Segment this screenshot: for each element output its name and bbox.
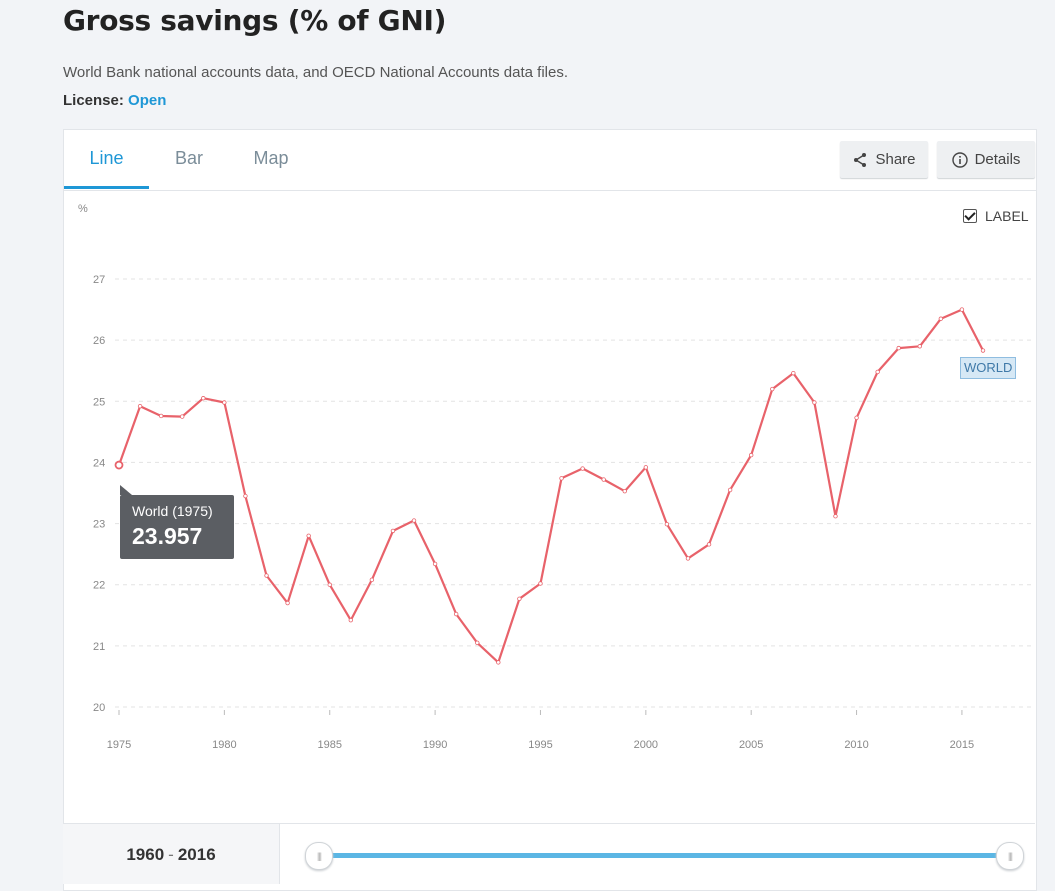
data-point: [222, 400, 227, 405]
data-tooltip: World (1975) 23.957: [120, 485, 234, 559]
data-point: [517, 596, 522, 601]
chart-tabs: Line Bar Map Share Details: [64, 130, 1036, 191]
data-point: [896, 345, 901, 351]
data-point: [748, 452, 754, 458]
data-point: [243, 493, 248, 499]
data-point: [180, 414, 185, 419]
data-point: [475, 640, 480, 645]
x-tick-label: 2015: [950, 739, 974, 751]
y-tick-label: 24: [93, 457, 105, 469]
data-point: [285, 600, 290, 606]
data-point: [390, 528, 396, 534]
x-tick-label: 2000: [634, 739, 658, 751]
share-icon: [852, 152, 868, 168]
data-point: [264, 573, 269, 578]
label-toggle-text: LABEL: [985, 208, 1029, 224]
data-point: [833, 514, 838, 519]
data-point: [411, 518, 417, 523]
range-slider-track[interactable]: [319, 853, 1009, 858]
data-point: [770, 386, 775, 392]
y-tick-label: 20: [93, 702, 105, 714]
y-tick-label: 21: [93, 641, 105, 653]
series-label-world[interactable]: WORLD: [960, 357, 1017, 379]
data-point: [980, 348, 986, 353]
data-point: [559, 476, 564, 481]
data-point: [812, 400, 817, 405]
range-footer: 1960-2016 ||| |||: [63, 823, 1035, 884]
x-tick-label: 1990: [423, 739, 447, 751]
y-tick-label: 25: [93, 396, 105, 408]
page-title: Gross savings (% of GNI): [63, 4, 447, 37]
data-point: [348, 617, 354, 623]
data-point: [685, 556, 691, 561]
x-tick-label: 2005: [739, 739, 763, 751]
share-label: Share: [875, 151, 916, 168]
y-tick-label: 26: [93, 335, 105, 347]
series-line-world: [117, 308, 984, 664]
label-checkbox[interactable]: [963, 209, 977, 223]
y-axis-label: %: [78, 203, 88, 215]
data-point: [917, 344, 922, 349]
data-point: [706, 542, 712, 547]
highlighted-data-point: [114, 460, 124, 470]
info-icon: [951, 151, 968, 168]
data-point: [201, 396, 206, 401]
x-tick-label: 1985: [317, 739, 341, 751]
data-point: [432, 561, 438, 567]
data-point: [158, 413, 164, 419]
details-button[interactable]: Details: [937, 141, 1035, 178]
range-slider-start-handle[interactable]: |||: [305, 842, 333, 870]
data-point: [791, 370, 796, 376]
data-point: [453, 611, 459, 617]
tooltip-title: World (1975): [132, 503, 213, 519]
y-tick-label: 22: [93, 580, 105, 592]
data-point: [327, 582, 332, 587]
x-tick-label: 1995: [528, 739, 552, 751]
label-toggle[interactable]: LABEL: [963, 208, 1029, 224]
x-tick-label: 1975: [107, 739, 131, 751]
data-point: [727, 487, 733, 493]
tab-bar[interactable]: Bar: [174, 148, 203, 168]
data-point: [643, 465, 649, 470]
data-point: [580, 466, 585, 471]
range-end: 2016: [177, 845, 216, 864]
tab-line[interactable]: Line: [64, 130, 149, 189]
data-point: [875, 369, 880, 375]
data-point: [369, 577, 375, 583]
x-tick-label: 1980: [212, 739, 236, 751]
license-label: License:: [63, 92, 124, 109]
data-point: [496, 660, 501, 665]
year-range: 1960-2016: [63, 824, 280, 884]
data-source: World Bank national accounts data, and O…: [63, 64, 569, 81]
data-point: [137, 403, 143, 409]
data-point: [538, 581, 543, 586]
range-start: 1960: [126, 845, 165, 864]
license: License: Open: [63, 92, 166, 109]
data-point: [622, 488, 627, 494]
data-point: [601, 477, 606, 482]
data-point: [959, 307, 965, 312]
data-point: [854, 415, 859, 420]
tooltip-value: 23.957: [132, 523, 203, 549]
range-slider-end-handle[interactable]: |||: [996, 842, 1024, 870]
share-button[interactable]: Share: [840, 141, 928, 178]
data-point: [306, 533, 311, 538]
tab-map[interactable]: Map: [253, 148, 289, 168]
range-separator: -: [168, 845, 174, 864]
license-link[interactable]: Open: [128, 92, 167, 109]
details-label: Details: [974, 151, 1021, 168]
data-point: [938, 316, 944, 321]
data-point: [664, 521, 670, 527]
y-tick-label: 23: [93, 519, 105, 531]
y-tick-label: 27: [93, 274, 105, 286]
x-tick-label: 2010: [844, 739, 868, 751]
